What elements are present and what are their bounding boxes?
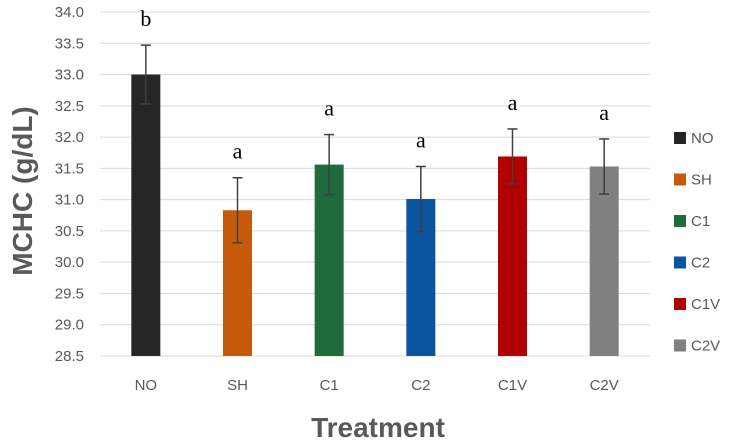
x-tick-label: C2 xyxy=(411,377,430,394)
legend-swatch xyxy=(674,173,686,186)
error-bar-no xyxy=(140,44,151,105)
significance-labels: b a a a a a xyxy=(140,6,609,164)
legend-label: SH xyxy=(691,172,712,189)
legend-swatch xyxy=(674,256,686,269)
legend-item-c2v: C2V xyxy=(674,338,720,355)
error-bar-sh xyxy=(232,176,243,244)
legend-item-c1: C1 xyxy=(674,213,710,230)
legend-label: C1V xyxy=(691,296,720,313)
y-tick-label: 29.0 xyxy=(55,317,84,334)
bar-c1 xyxy=(314,164,344,356)
y-axis-ticks: 28.5 29.0 29.5 30.0 30.5 31.0 31.5 32.0 32.5 33.0… xyxy=(55,4,84,365)
y-tick-label: 33.5 xyxy=(55,35,84,52)
legend: NO SH C1 C2 C1V C2V xyxy=(674,130,720,355)
legend-item-c2: C2 xyxy=(674,255,710,272)
legend-label: C1 xyxy=(691,213,710,230)
significance-label-sh: a xyxy=(233,139,243,164)
x-axis-title: Treatment xyxy=(311,412,445,441)
legend-swatch xyxy=(674,339,686,352)
x-tick-label: NO xyxy=(135,377,158,394)
significance-label-c1: a xyxy=(324,96,334,121)
y-tick-label: 34.0 xyxy=(55,4,84,21)
x-tick-label: C2V xyxy=(590,377,619,394)
y-tick-label: 32.5 xyxy=(55,98,84,115)
y-tick-label: 28.5 xyxy=(55,348,84,365)
y-axis-title: MCHC (g/dL) xyxy=(7,106,38,276)
y-tick-label: 30.0 xyxy=(55,254,84,271)
legend-label: C2V xyxy=(691,338,720,355)
y-tick-label: 30.5 xyxy=(55,223,84,240)
legend-item-c1v: C1V xyxy=(674,296,720,313)
bars xyxy=(131,74,619,356)
legend-label: C2 xyxy=(691,255,710,272)
y-tick-label: 29.5 xyxy=(55,285,84,302)
y-tick-label: 33.0 xyxy=(55,67,84,84)
legend-item-sh: SH xyxy=(674,172,712,189)
error-bar-c2v xyxy=(599,138,610,195)
x-tick-label: SH xyxy=(227,377,248,394)
legend-swatch xyxy=(674,132,686,144)
x-tick-label: C1 xyxy=(320,377,339,394)
legend-swatch xyxy=(674,215,686,227)
y-tick-label: 31.0 xyxy=(55,192,84,209)
legend-label: NO xyxy=(691,130,714,147)
legend-item-no: NO xyxy=(674,130,714,147)
error-bar-c1v xyxy=(507,128,518,185)
error-bar-c2 xyxy=(415,165,426,233)
significance-label-c2v: a xyxy=(599,100,609,125)
error-bars xyxy=(140,44,610,244)
significance-label-c2: a xyxy=(416,127,426,152)
significance-label-c1v: a xyxy=(508,90,518,115)
significance-label-no: b xyxy=(140,6,151,31)
x-axis-ticks: NO SH C1 C2 C1V C2V xyxy=(135,377,619,394)
error-bar-c1 xyxy=(324,133,335,196)
legend-swatch xyxy=(674,298,686,310)
x-tick-label: C1V xyxy=(498,377,527,394)
y-tick-label: 32.0 xyxy=(55,129,84,146)
bar-c1v xyxy=(498,156,527,356)
gridlines xyxy=(100,11,650,357)
bar-c2v xyxy=(589,166,619,356)
bar-no xyxy=(131,74,161,356)
y-tick-label: 31.5 xyxy=(55,160,84,177)
